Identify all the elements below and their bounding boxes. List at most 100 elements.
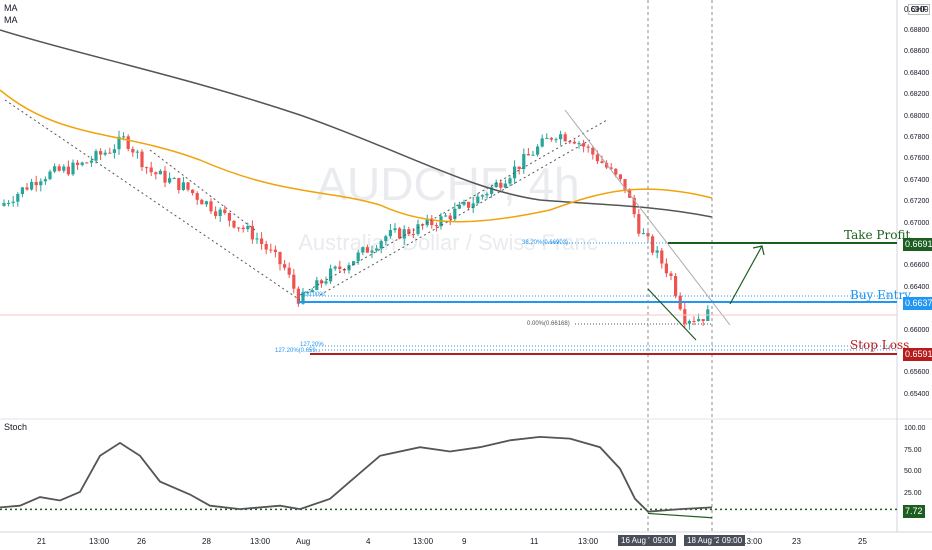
ma-fast-line (0, 89, 713, 223)
time-tick-label: 13:00 (89, 537, 110, 546)
candle-body (103, 152, 107, 155)
take-profit-label: Take Profit (844, 228, 911, 242)
candle-body (62, 166, 66, 171)
candle-body (292, 274, 296, 289)
price-axis-top: 0.6900 (904, 5, 929, 14)
candle-body (80, 162, 84, 166)
candle-body (393, 228, 397, 231)
candle-body (595, 154, 599, 162)
candle-body (572, 141, 576, 144)
divergence-line-stoch (647, 512, 713, 519)
candle-body (108, 152, 112, 154)
candle-body (278, 252, 282, 265)
trendline-down-2 (149, 149, 256, 231)
candle-body (365, 247, 369, 253)
candle-body (577, 143, 581, 145)
time-tick-label: 28 (202, 537, 211, 546)
price-tick-label: 0.67000 (904, 219, 930, 227)
candle-body (237, 227, 241, 229)
candle-body (223, 209, 227, 213)
candle-body (163, 170, 167, 183)
candle-body (250, 226, 254, 240)
stoch-tick-label: 50.00 (904, 468, 922, 475)
candle-body (499, 182, 503, 188)
fib-127-label-b: 127.20%(0.659... (275, 348, 321, 354)
time-tick-label: 23 (792, 537, 801, 546)
overlay-lines (0, 0, 897, 532)
candle-body (476, 196, 480, 204)
candle-body (591, 147, 595, 155)
buy-entry-label: Buy Entry (850, 288, 911, 302)
candle-body (513, 166, 517, 179)
candle-body (39, 181, 43, 186)
take-profit-price-badge: 0.66911 (903, 238, 932, 251)
candle-body (131, 148, 135, 153)
price-tick-label: 0.68000 (904, 112, 930, 120)
candle-body (48, 171, 52, 180)
candle-body (453, 208, 457, 220)
candle-body (122, 136, 126, 138)
candle-body (329, 268, 333, 282)
candle-body (614, 168, 618, 175)
candle-body (241, 227, 245, 230)
candle-body (319, 280, 323, 284)
time-highlight-label: 18 Aug '21 (684, 535, 728, 546)
candle-body (209, 201, 213, 212)
candle-body (674, 276, 678, 296)
candle-body (85, 162, 89, 164)
candle-body (7, 202, 11, 204)
buy-entry-price-badge: 0.66371 (903, 297, 932, 310)
candle-body (255, 238, 259, 240)
candle-body (177, 178, 181, 190)
indicator-label-ma2[interactable]: MA (4, 15, 18, 25)
candle-body (269, 249, 273, 251)
candle-body (471, 203, 475, 208)
candle-body (687, 320, 691, 324)
candle-body (191, 189, 195, 194)
candle-body (416, 224, 420, 235)
trendline-up-channel (299, 119, 608, 296)
candle-body (398, 228, 402, 239)
candle-body (181, 182, 185, 190)
fib-38-label: 38.20%(0.66903) (522, 240, 569, 246)
time-tick-label: 4 (366, 537, 371, 546)
price-tick-label: 0.68600 (904, 48, 930, 56)
candle-body (490, 187, 494, 194)
candle-body (246, 226, 250, 230)
fib-100-label: 100.00% (301, 292, 325, 298)
candle-body (301, 292, 305, 304)
candle-body (94, 151, 98, 161)
stoch-label[interactable]: Stoch (4, 422, 28, 432)
candle-body (126, 136, 130, 149)
candle-body (264, 243, 268, 250)
candle-body (618, 174, 622, 180)
candle-body (260, 238, 264, 244)
time-tick-label: 13:00 (250, 537, 271, 546)
stochastic-pane (0, 435, 897, 519)
time-tick-label: 13:00 (413, 537, 434, 546)
projection-arrow-shaft (729, 245, 763, 305)
candle-body (25, 187, 29, 190)
price-tick-label: 0.68800 (904, 27, 930, 34)
symbol-watermark: AUDCHF, 4h (316, 158, 579, 210)
candle-body (71, 162, 75, 175)
candle-body (692, 320, 696, 322)
candle-body (536, 146, 540, 155)
stoch-tick-label: 25.00 (904, 489, 922, 497)
candle-body (227, 212, 231, 221)
candle-body (480, 195, 484, 197)
time-highlight-label: 16 Aug '21 (618, 535, 662, 546)
candle-body (485, 193, 489, 196)
candle-body (287, 267, 291, 275)
candle-body (531, 154, 535, 156)
candle-body (467, 201, 471, 208)
time-tick-label: 26 (137, 537, 146, 546)
time-tick-label: 13:00 (578, 537, 599, 546)
candle-body (444, 215, 448, 217)
price-tick-label: 0.68200 (904, 91, 930, 99)
indicator-label-ma1[interactable]: MA (4, 3, 18, 13)
candle-body (306, 292, 310, 294)
candle-body (503, 183, 507, 188)
candle-body (273, 249, 277, 253)
